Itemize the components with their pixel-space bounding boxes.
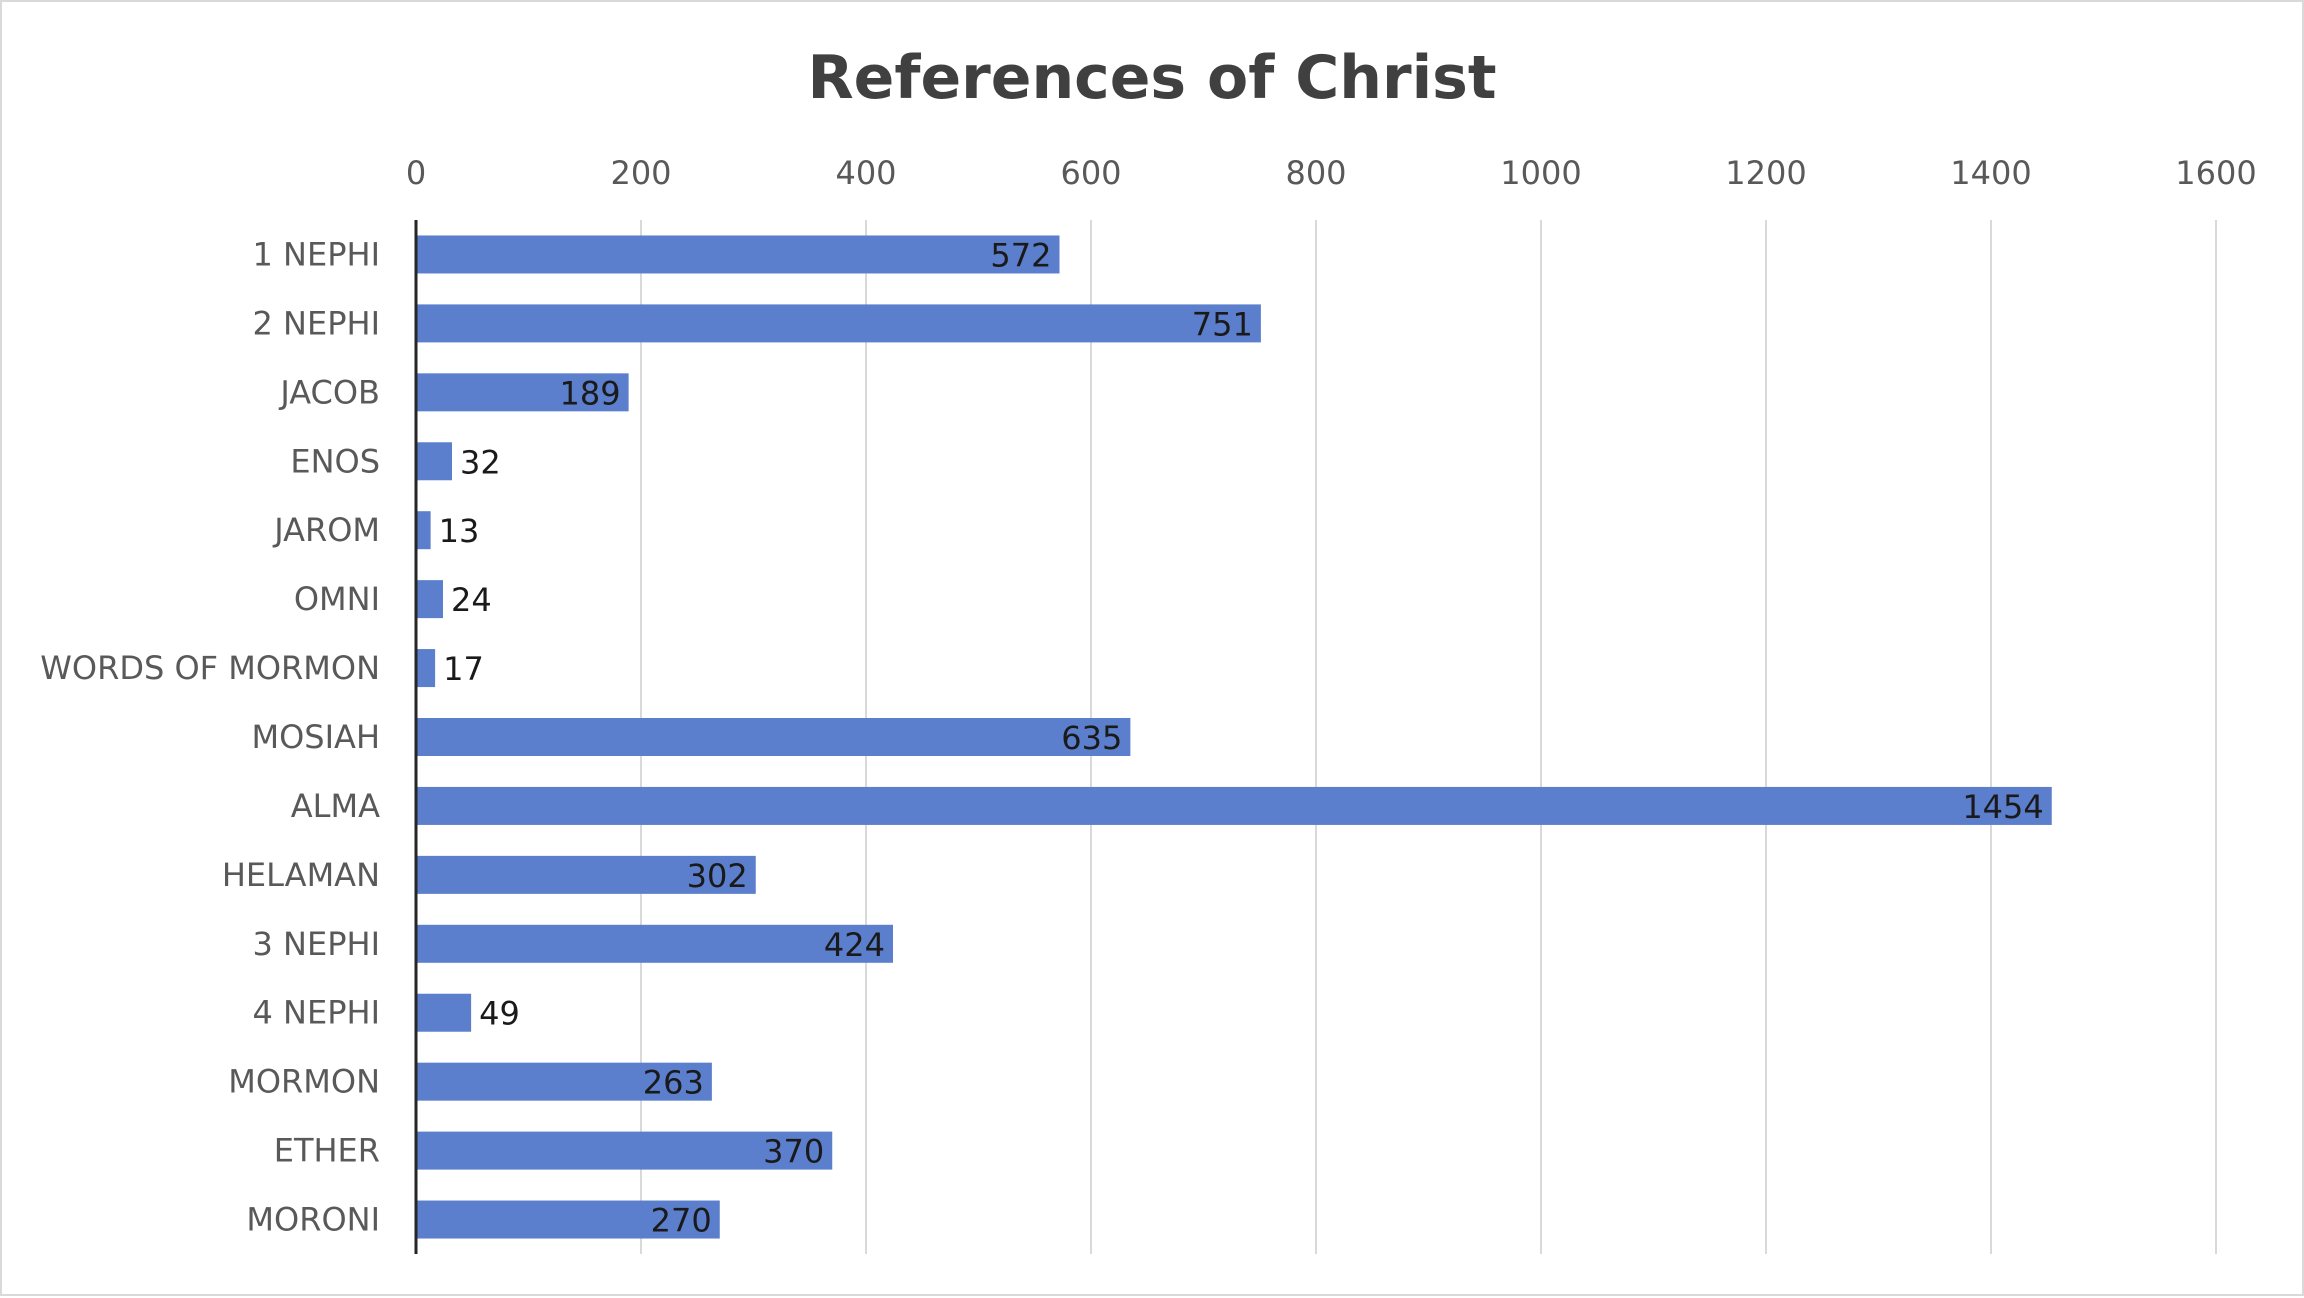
category-labels: 1 NEPHI 2 NEPHI JACOB ENOS JAROM OMNI WORDS OF… [40,235,380,1238]
category-label: ALMA [291,787,380,825]
bar [416,304,1261,343]
data-label: 24 [451,581,492,619]
data-labels: 572 751 189 32 13 24 17 635 1454 302 424 49 263 370 27… [439,236,2044,1239]
bar [416,649,436,688]
bar [416,718,1131,756]
bar [416,786,2052,825]
category-label: 4 NEPHI [253,994,380,1032]
bar [416,993,472,1032]
bar [416,373,629,412]
category-label: MOSIAH [252,718,381,756]
data-label: 635 [1061,719,1122,757]
category-label: JACOB [278,373,380,411]
category-label: WORDS OF MORMON [40,649,380,687]
bar [416,1062,712,1101]
data-label: 270 [651,1202,712,1240]
data-label: 17 [443,650,484,688]
bar [416,924,893,963]
category-label: OMNI [294,580,380,618]
data-label: 32 [460,443,501,481]
category-label: 3 NEPHI [253,925,380,963]
category-label: MORMON [228,1063,380,1101]
x-tick-label: 1000 [1500,154,1581,192]
bar [416,235,1060,274]
x-tick-label: 400 [835,154,896,192]
category-label: MORONI [246,1201,380,1239]
data-label: 263 [643,1064,704,1102]
data-label: 572 [990,236,1051,274]
x-tick-label: 600 [1060,154,1121,192]
data-label: 424 [824,926,885,964]
data-label: 370 [763,1133,824,1171]
data-label: 49 [479,995,520,1033]
data-label: 189 [560,374,621,412]
x-tick-label: 200 [610,154,671,192]
bar [416,442,452,481]
x-axis-ticks: 0 200 400 600 800 1000 1200 1400 1600 [406,154,2257,192]
category-label: ETHER [274,1132,380,1170]
category-label: 1 NEPHI [253,235,380,273]
bar [416,1200,720,1239]
category-label: HELAMAN [222,856,380,894]
data-label: 751 [1192,305,1253,343]
data-label: 302 [687,857,748,895]
category-label: JAROM [272,511,380,549]
bar [416,580,443,619]
bar [416,1131,833,1170]
data-label: 1454 [1962,788,2043,826]
bar [416,855,756,894]
data-label: 13 [439,512,480,550]
category-label: 2 NEPHI [253,304,380,342]
x-tick-label: 0 [406,154,426,192]
category-label: ENOS [290,442,380,480]
x-tick-label: 1600 [2175,154,2256,192]
bar [416,511,431,550]
chart-title: References of Christ [807,43,1496,113]
x-tick-label: 800 [1285,154,1346,192]
bars [416,235,2052,1239]
x-tick-label: 1200 [1725,154,1806,192]
x-tick-label: 1400 [1950,154,2031,192]
